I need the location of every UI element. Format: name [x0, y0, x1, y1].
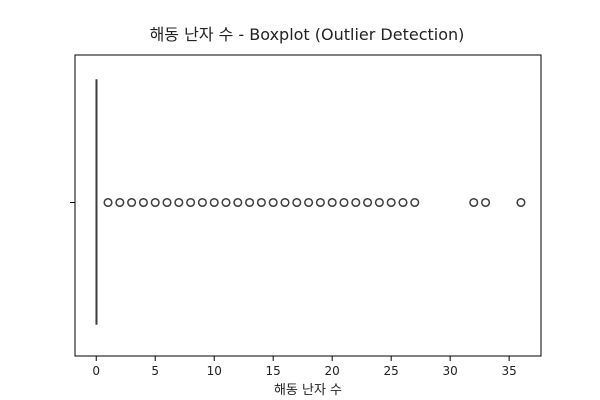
outlier-point	[469, 197, 479, 208]
outlier-points	[103, 197, 526, 208]
chart-title: 해동 난자 수 - Boxplot (Outlier Detection)	[150, 25, 465, 44]
outlier-point	[481, 197, 491, 208]
outlier-point	[304, 197, 314, 208]
outlier-point	[339, 197, 349, 208]
outlier-point	[280, 197, 290, 208]
x-tick-label: 10	[207, 364, 222, 378]
outlier-point	[138, 197, 148, 208]
outlier-point	[256, 197, 266, 208]
outlier-point	[315, 197, 325, 208]
outlier-point	[245, 197, 255, 208]
x-axis-label: 해동 난자 수	[274, 383, 342, 398]
plot-frame	[74, 54, 542, 357]
x-tick-label: 0	[92, 364, 100, 378]
outlier-point	[410, 197, 420, 208]
outlier-point	[374, 197, 384, 208]
outlier-point	[363, 197, 373, 208]
x-tick-label: 5	[151, 364, 159, 378]
outlier-point	[127, 197, 137, 208]
outlier-point	[162, 197, 172, 208]
x-tick-label: 25	[384, 364, 399, 378]
outlier-point	[150, 197, 160, 208]
outlier-point	[209, 197, 219, 208]
x-tick-label: 15	[266, 364, 281, 378]
outlier-point	[186, 197, 196, 208]
outlier-point	[516, 197, 526, 208]
x-tick-label: 30	[443, 364, 458, 378]
outlier-point	[398, 197, 408, 208]
outlier-point	[327, 197, 337, 208]
x-axis: 0 5 10 15 20 25 30 35	[92, 356, 517, 378]
boxplot-box	[95, 79, 98, 325]
outlier-point	[233, 197, 243, 208]
outlier-point	[386, 197, 396, 208]
outlier-point	[221, 197, 231, 208]
outlier-point	[292, 197, 302, 208]
outlier-point	[351, 197, 361, 208]
outlier-point	[268, 197, 278, 208]
outlier-point	[103, 197, 113, 208]
outlier-point	[174, 197, 184, 208]
x-tick-label: 20	[325, 364, 340, 378]
outlier-point	[115, 197, 125, 208]
x-tick-label: 35	[502, 364, 517, 378]
outlier-point	[197, 197, 207, 208]
